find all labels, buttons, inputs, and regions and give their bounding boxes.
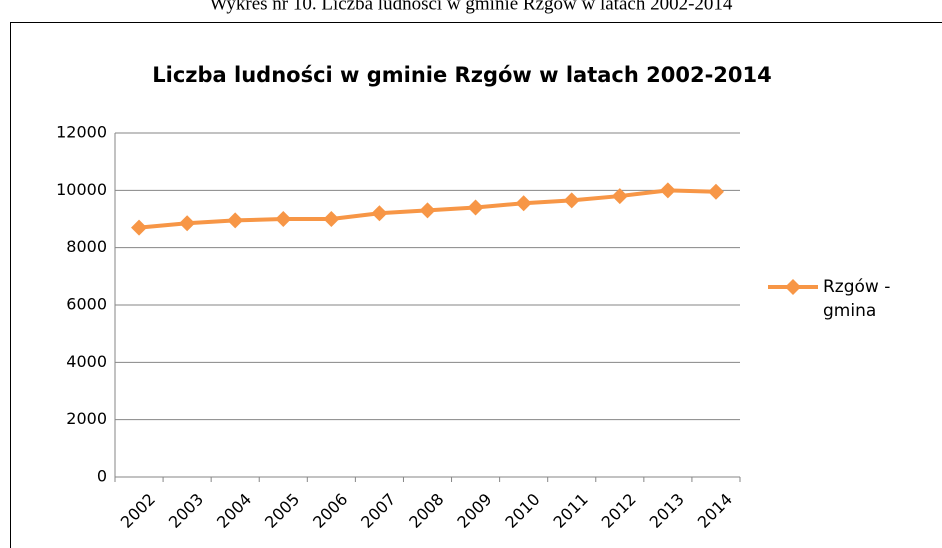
chart-title: Liczba ludności w gminie Rzgów w latach … [152, 63, 771, 87]
x-tick-label: 2010 [501, 490, 543, 532]
point-marker [659, 182, 676, 199]
point-marker [371, 205, 388, 222]
point-marker [467, 199, 484, 216]
point-marker [707, 183, 724, 200]
y-tick-label: 0 [97, 467, 107, 486]
y-tick-label: 10000 [56, 180, 107, 199]
x-tick-label: 2014 [694, 490, 736, 532]
point-marker [515, 195, 532, 212]
chart-border [10, 22, 942, 548]
legend-marker [785, 279, 801, 295]
x-tick-label: 2012 [598, 490, 640, 532]
point-marker [323, 211, 340, 227]
legend-label: Rzgów - gmina [823, 277, 891, 321]
y-tick-label: 8000 [66, 237, 107, 256]
y-tick-label: 6000 [66, 295, 107, 314]
point-marker [419, 202, 436, 219]
point-marker [563, 192, 580, 209]
x-tick-label: 2011 [550, 490, 592, 532]
y-tick-label: 12000 [56, 123, 107, 142]
point-marker [611, 188, 628, 205]
x-tick-label: 2008 [405, 490, 447, 532]
x-tick-label: 2005 [261, 490, 303, 532]
x-tick-label: 2004 [213, 490, 255, 532]
x-tick-label: 2007 [357, 490, 399, 532]
caption: Wykres nr 10. Liczba ludności w gminie R… [210, 0, 733, 14]
point-marker [275, 211, 292, 227]
x-tick-label: 2009 [453, 490, 495, 532]
point-marker [179, 215, 196, 232]
x-tick-label: 2002 [117, 490, 159, 532]
x-tick-label: 2013 [646, 490, 688, 532]
point-marker [227, 212, 244, 229]
y-tick-label: 2000 [66, 409, 107, 428]
x-tick-label: 2006 [309, 490, 351, 532]
x-tick-label: 2003 [165, 490, 207, 532]
point-marker [131, 219, 148, 236]
y-tick-label: 4000 [66, 352, 107, 371]
